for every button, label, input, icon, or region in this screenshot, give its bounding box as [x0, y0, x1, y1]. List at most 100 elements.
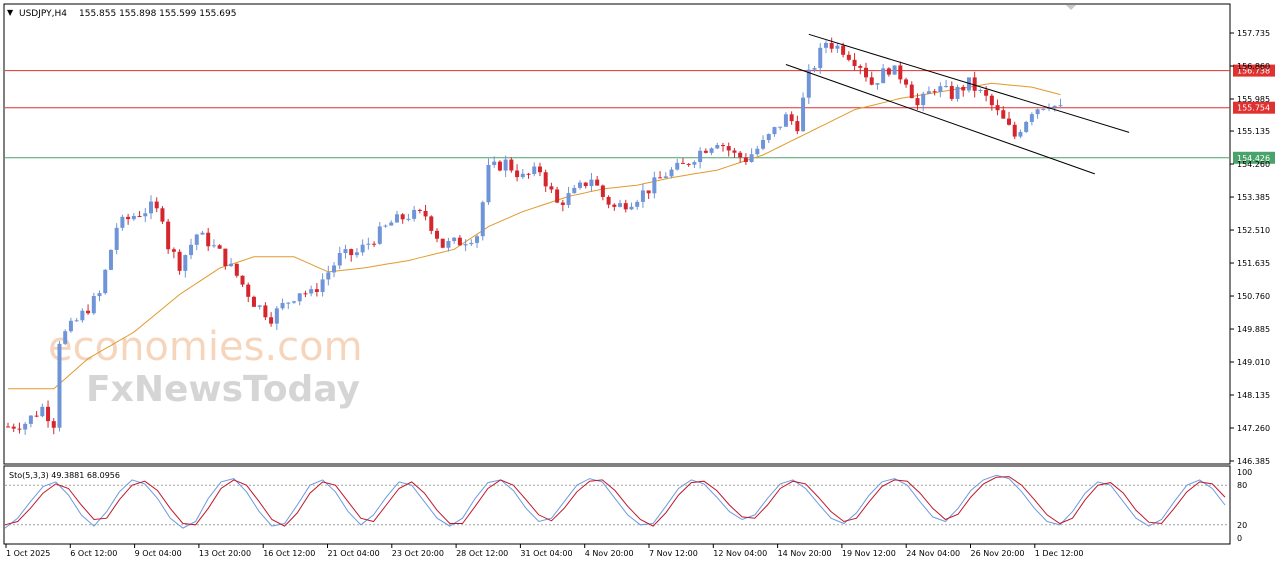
candle-body: [595, 179, 600, 186]
stoch-signal-line: [4, 476, 1226, 527]
candle-body: [354, 252, 359, 256]
stoch-tick-label: 20: [1237, 521, 1247, 530]
candle-body: [743, 157, 748, 162]
candle-body: [412, 209, 417, 219]
candle-body: [852, 59, 857, 67]
candle-body: [623, 203, 628, 210]
candle-body: [486, 164, 491, 203]
candle-body: [143, 213, 148, 217]
candle-body: [1058, 105, 1063, 107]
channel-lower-line: [785, 64, 1095, 175]
price-tick-label: 154.260: [1237, 160, 1270, 169]
candle-body: [332, 265, 337, 273]
level-label: 154.426: [1237, 154, 1270, 163]
candle-body: [297, 293, 302, 302]
candle-body: [446, 241, 451, 248]
candle-body: [772, 127, 777, 135]
candle-body: [675, 162, 680, 170]
candle-body: [46, 406, 51, 422]
candle-body: [955, 86, 960, 99]
candle-body: [835, 45, 840, 49]
time-tick-label: 23 Oct 20:00: [392, 549, 444, 558]
candle-body: [829, 42, 834, 49]
candle-body: [246, 284, 251, 297]
candle-body: [709, 148, 714, 153]
candle-body: [309, 289, 314, 294]
candle-body: [435, 230, 439, 239]
candle-body: [103, 269, 108, 294]
candle-body: [251, 296, 256, 307]
candle-body: [292, 301, 296, 303]
time-tick-label: 28 Oct 12:00: [456, 549, 508, 558]
candle-body: [778, 126, 783, 128]
time-tick-label: 6 Oct 12:00: [70, 549, 117, 558]
candle-body: [892, 65, 897, 75]
time-tick-label: 4 Nov 20:00: [585, 549, 634, 558]
price-tick-label: 149.885: [1237, 325, 1270, 334]
candle-body: [612, 204, 617, 207]
candle-body: [921, 93, 926, 106]
candle-body: [886, 68, 891, 75]
candle-body: [692, 162, 697, 165]
candle-body: [91, 296, 96, 314]
candle-body: [915, 98, 920, 106]
price-tick-label: 149.010: [1237, 358, 1270, 367]
candle-body: [984, 89, 989, 96]
moving-average-line: [8, 82, 1061, 390]
candle-body: [515, 170, 520, 178]
candle-body: [429, 216, 434, 231]
candle-body: [274, 308, 279, 324]
menu-arrow-icon[interactable]: ▼: [7, 8, 14, 17]
candle-body: [131, 215, 136, 220]
candle-body: [858, 66, 863, 68]
time-tick-label: 19 Nov 12:00: [842, 549, 896, 558]
candle-body: [326, 272, 331, 280]
stoch-main-line: [4, 474, 1226, 529]
candle-body: [549, 186, 554, 190]
candle-body: [229, 263, 234, 267]
candle-body: [366, 243, 371, 245]
candle-body: [503, 159, 508, 171]
candle-body: [86, 310, 91, 314]
time-tick-label: 31 Oct 04:00: [520, 549, 572, 558]
candle-body: [578, 182, 582, 188]
candle-body: [520, 173, 525, 178]
candle-body: [497, 161, 502, 171]
candle-body: [795, 121, 800, 132]
scroll-marker-icon[interactable]: [1066, 5, 1076, 10]
candle-body: [452, 237, 457, 242]
candle-body: [949, 85, 954, 99]
candle-body: [972, 77, 977, 91]
candle-body: [126, 216, 131, 220]
candle-body: [726, 146, 731, 151]
candle-body: [11, 426, 16, 429]
candle-body: [766, 134, 771, 140]
watermark-economies: economies.com: [48, 324, 363, 370]
candle-body: [114, 227, 119, 250]
price-tick-label: 151.635: [1237, 259, 1270, 268]
candle-body: [97, 293, 102, 297]
candle-body: [469, 242, 474, 245]
candle-body: [303, 293, 308, 295]
candle-body: [841, 45, 846, 55]
stoch-panel-frame: [3, 465, 1231, 545]
candle-body: [6, 426, 10, 428]
candle-body: [932, 91, 937, 93]
candle-body: [343, 249, 348, 254]
candle-body: [349, 249, 354, 256]
candle-body: [372, 243, 377, 245]
candle-body: [583, 182, 588, 187]
candle-body: [669, 169, 674, 177]
candle-body: [864, 67, 868, 78]
candle-body: [978, 89, 983, 91]
candle-body: [40, 406, 45, 417]
candle-body: [732, 150, 737, 153]
candle-body: [337, 253, 342, 266]
candle-body: [149, 201, 153, 214]
stoch-title: Sto(5,3,3) 49.3881 68.0956: [9, 471, 120, 480]
candle-body: [1012, 124, 1017, 137]
time-tick-label: 24 Nov 04:00: [906, 549, 960, 558]
candle-body: [257, 305, 262, 307]
candle-body: [280, 302, 285, 309]
ohlc-values: 155.855 155.898 155.599 155.695: [79, 9, 236, 19]
